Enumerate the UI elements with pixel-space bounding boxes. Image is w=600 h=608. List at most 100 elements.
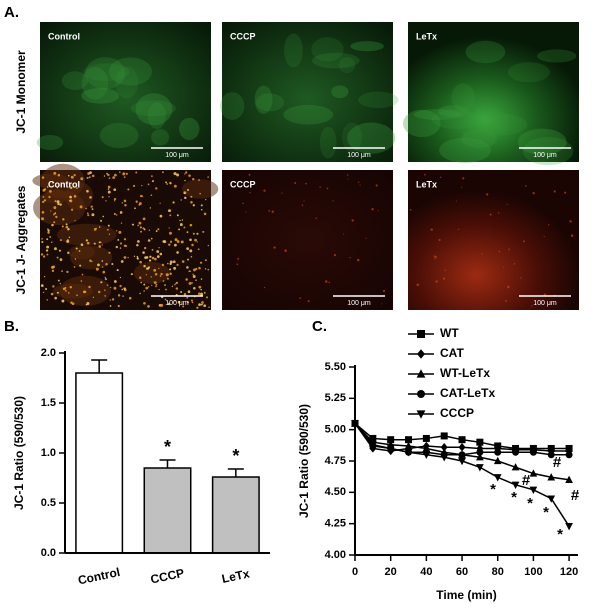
y-tick-label: 5.00 bbox=[325, 424, 346, 436]
speckle bbox=[42, 200, 45, 204]
speckle bbox=[41, 238, 43, 240]
speckle bbox=[176, 173, 180, 177]
speckle bbox=[186, 247, 190, 251]
speckle bbox=[79, 264, 82, 267]
speckle bbox=[461, 186, 463, 188]
speckle bbox=[207, 244, 210, 247]
speckle bbox=[123, 238, 127, 241]
speckle bbox=[203, 212, 207, 216]
speckle bbox=[180, 291, 183, 293]
speckle bbox=[150, 237, 153, 240]
speckle bbox=[40, 253, 44, 256]
speckle bbox=[200, 292, 204, 296]
speckle bbox=[167, 302, 171, 306]
marker bbox=[476, 464, 484, 472]
speckle bbox=[208, 306, 210, 308]
speckle bbox=[106, 284, 109, 286]
speckle bbox=[161, 263, 165, 267]
speckle bbox=[117, 304, 120, 308]
speckle bbox=[189, 249, 193, 253]
speckle bbox=[273, 246, 276, 249]
speckle bbox=[75, 187, 78, 189]
marker bbox=[405, 436, 413, 444]
speckle bbox=[115, 245, 118, 249]
x-tick-label: 120 bbox=[560, 566, 578, 578]
speckle bbox=[138, 203, 141, 206]
speckle bbox=[138, 221, 142, 225]
marker bbox=[493, 474, 502, 482]
speckle bbox=[154, 257, 157, 261]
speckle bbox=[151, 180, 154, 183]
speckle bbox=[47, 229, 50, 232]
speckle bbox=[88, 176, 91, 179]
speckle bbox=[91, 213, 95, 217]
marker bbox=[512, 448, 520, 456]
speckle bbox=[100, 219, 103, 222]
marker bbox=[440, 432, 448, 440]
speckle bbox=[51, 223, 54, 227]
speckle bbox=[102, 215, 105, 218]
speckle bbox=[127, 188, 130, 191]
marker bbox=[440, 443, 448, 452]
speckle bbox=[188, 281, 192, 285]
marker bbox=[417, 390, 425, 398]
micrograph bbox=[408, 22, 579, 162]
speckle bbox=[151, 175, 153, 177]
speckle bbox=[40, 284, 44, 288]
cell bbox=[81, 88, 120, 104]
y-tick-label: 0.0 bbox=[41, 547, 56, 559]
y-tick-label: 4.25 bbox=[325, 518, 346, 530]
speckle bbox=[75, 247, 78, 250]
speckle bbox=[47, 231, 50, 234]
speckle bbox=[203, 291, 206, 294]
speckle bbox=[150, 194, 153, 196]
cell bbox=[479, 108, 510, 137]
speckle bbox=[508, 248, 510, 251]
speckle bbox=[108, 196, 110, 198]
speckle bbox=[122, 295, 124, 297]
speckle bbox=[65, 225, 69, 229]
speckle bbox=[155, 283, 158, 286]
speckle bbox=[319, 186, 321, 188]
scale-bar-label: 100 μm bbox=[347, 300, 371, 307]
speckle bbox=[198, 303, 201, 307]
speckle bbox=[143, 301, 146, 305]
speckle bbox=[73, 186, 75, 189]
cell bbox=[338, 57, 356, 74]
speckle bbox=[193, 286, 196, 290]
speckle bbox=[107, 190, 111, 194]
speckle bbox=[106, 172, 108, 175]
cell bbox=[56, 223, 117, 246]
speckle bbox=[294, 182, 297, 185]
speckle bbox=[131, 223, 135, 226]
speckle bbox=[190, 299, 193, 302]
speckle bbox=[181, 219, 184, 221]
marker bbox=[529, 486, 538, 495]
bar bbox=[143, 467, 192, 554]
marker bbox=[458, 451, 466, 459]
speckle bbox=[346, 174, 349, 176]
speckle bbox=[122, 172, 126, 176]
speckle bbox=[112, 176, 116, 179]
speckle bbox=[56, 291, 59, 294]
scale-bar-label: 100 μm bbox=[533, 300, 557, 307]
x-tick-label: LeTx bbox=[221, 566, 252, 586]
cell bbox=[32, 173, 69, 188]
speckle bbox=[93, 242, 96, 245]
speckle bbox=[100, 281, 103, 284]
legend-label: WT bbox=[440, 326, 459, 340]
speckle bbox=[43, 199, 47, 202]
speckle bbox=[136, 243, 139, 247]
speckle bbox=[41, 176, 45, 179]
image-label: Control bbox=[48, 179, 80, 189]
cell bbox=[465, 40, 506, 64]
speckle bbox=[169, 231, 172, 235]
speckle bbox=[351, 219, 354, 222]
speckle bbox=[179, 219, 181, 222]
speckle bbox=[192, 273, 194, 276]
panel-label: A. bbox=[4, 4, 19, 21]
speckle bbox=[201, 301, 204, 304]
speckle bbox=[86, 241, 90, 245]
speckle bbox=[190, 195, 193, 198]
speckle bbox=[184, 196, 187, 200]
